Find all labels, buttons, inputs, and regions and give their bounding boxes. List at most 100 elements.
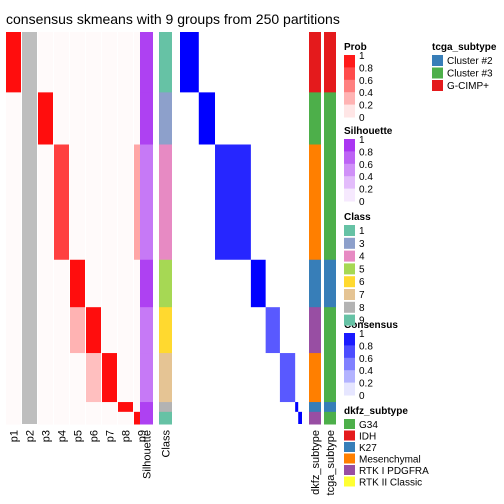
chart-title: consensus skmeans with 9 groups from 250… (6, 11, 340, 27)
tcga-subtype-class-7 (324, 353, 336, 403)
dkfz-legend-swatch (344, 442, 355, 452)
silhouette-legend-swatch (344, 176, 355, 190)
class-block-1 (159, 32, 172, 93)
tcga-legend-label: G-CIMP+ (447, 81, 489, 92)
prob-cell-p1-class-5 (6, 259, 21, 308)
prob-cell-p5-class-5 (70, 259, 85, 308)
class-legend-label: 7 (359, 290, 365, 301)
column-label: p6 (89, 430, 101, 442)
legends: Prob10.80.60.40.20Silhouette10.80.60.40.… (344, 42, 497, 489)
silhouette-legend-swatch (344, 139, 355, 152)
silhouette-legend-tick: 0 (359, 197, 365, 208)
class-legend-swatch (344, 301, 355, 313)
prob-cell-p1-class-7 (6, 353, 21, 403)
dkfz-subtype-class-7 (309, 353, 321, 403)
consensus-legend-swatch (344, 382, 355, 396)
prob-cell-p7-class-5 (102, 259, 117, 308)
tcga-legend-swatch (432, 67, 443, 79)
class-legend-label: 4 (359, 252, 365, 263)
prob-cell-p8-class-6 (118, 307, 133, 354)
prob-legend-tick: 0.8 (359, 63, 373, 74)
dkfz-subtype-class-9 (309, 411, 321, 425)
silhouette-class-5 (140, 259, 153, 308)
silhouette-legend-tick: 1 (359, 135, 365, 146)
consensus-legend-tick: 0.4 (359, 366, 373, 377)
silhouette-class-6 (140, 307, 153, 354)
prob-cell-p1-class-6 (6, 307, 21, 354)
prob-cell-p4-class-3 (54, 92, 69, 146)
prob-cell-p8-class-8 (118, 402, 133, 413)
dkfz-subtype-class-4 (309, 144, 321, 261)
class-legend-label: 8 (359, 303, 365, 314)
silhouette-class-8 (140, 402, 153, 413)
prob-cell-p8-class-5 (118, 259, 133, 308)
tcga-subtype-class-8 (324, 402, 336, 413)
consensus-block-class-6 (265, 307, 280, 354)
prob-legend-swatch (344, 104, 355, 118)
column-label: dkfz_subtype (310, 430, 322, 495)
tcga-legend-title: tcga_subtype (432, 42, 497, 53)
column-label: p9 (137, 430, 149, 442)
prob-cell-p5-class-3 (70, 92, 85, 146)
silhouette-legend-tick: 0.8 (359, 147, 373, 158)
column-label: Silhouette (142, 430, 154, 479)
prob-cell-p6-class-7 (86, 353, 101, 403)
dkfz-legend-swatch (344, 476, 355, 487)
silhouette-class-7 (140, 353, 153, 403)
prob-cell-p5-class-8 (70, 402, 85, 413)
consensus-legend-tick: 0 (359, 391, 365, 402)
prob-cell-p3-class-3 (38, 92, 53, 146)
dkfz-legend-swatch (344, 419, 355, 429)
consensus-matrix (180, 32, 302, 424)
tcga-subtype-class-4 (324, 144, 336, 261)
prob-cell-p6-class-5 (86, 259, 101, 308)
prob-cell-p6-class-3 (86, 92, 101, 146)
silhouette-legend-swatch (344, 163, 355, 177)
class-legend-swatch (344, 225, 355, 236)
dkfz-legend-swatch (344, 430, 355, 441)
prob-cell-p6-class-4 (86, 144, 101, 261)
partition-p2-column (22, 32, 37, 424)
prob-cell-p4-class-8 (54, 402, 69, 413)
class-legend-swatch (344, 263, 355, 275)
silhouette-class-9 (140, 411, 153, 425)
class-legend-swatch (344, 314, 355, 326)
tcga-legend-label: Cluster #3 (447, 69, 493, 80)
consensus-block-class-7 (279, 353, 296, 403)
prob-cell-p3-class-1 (38, 32, 53, 93)
consensus-legend-title: Consensus (344, 320, 398, 331)
prob-cell-p3-class-9 (38, 411, 53, 425)
class-legend-label: 3 (359, 239, 365, 250)
prob-cell-p7-class-9 (102, 411, 117, 425)
prob-legend-swatch (344, 92, 355, 106)
class-legend-label: 6 (359, 277, 365, 288)
dkfz-legend-swatch (344, 465, 355, 475)
tcga-subtype-class-6 (324, 307, 336, 354)
column-label: p1 (9, 430, 21, 442)
tcga-legend-swatch (432, 55, 443, 66)
silhouette-class-4 (140, 144, 153, 261)
column-label: Class (161, 430, 173, 458)
prob-cell-p1-class-9 (6, 411, 21, 425)
tcga-subtype-class-5 (324, 259, 336, 308)
tcga-subtype-class-9 (324, 411, 336, 425)
silhouette-legend-tick: 0.4 (359, 172, 373, 183)
dkfz-subtype-class-8 (309, 402, 321, 413)
prob-cell-p5-class-4 (70, 144, 85, 261)
prob-legend-tick: 0 (359, 113, 365, 124)
prob-cell-p7-class-4 (102, 144, 117, 261)
consensus-block-class-5 (250, 259, 266, 308)
consensus-block-class-8 (295, 402, 299, 412)
class-block-9 (159, 411, 172, 425)
consensus-block-class-1 (180, 32, 199, 93)
prob-cell-p8-class-4 (118, 144, 133, 261)
column-label: p4 (57, 430, 69, 442)
dkfz-legend-label: RTK I PDGFRA (359, 466, 429, 477)
dkfz-subtype-class-6 (309, 307, 321, 354)
class-legend-swatch (344, 250, 355, 262)
consensus-legend-tick: 0.2 (359, 379, 373, 390)
prob-cell-p4-class-9 (54, 411, 69, 425)
class-block-3 (159, 92, 172, 146)
